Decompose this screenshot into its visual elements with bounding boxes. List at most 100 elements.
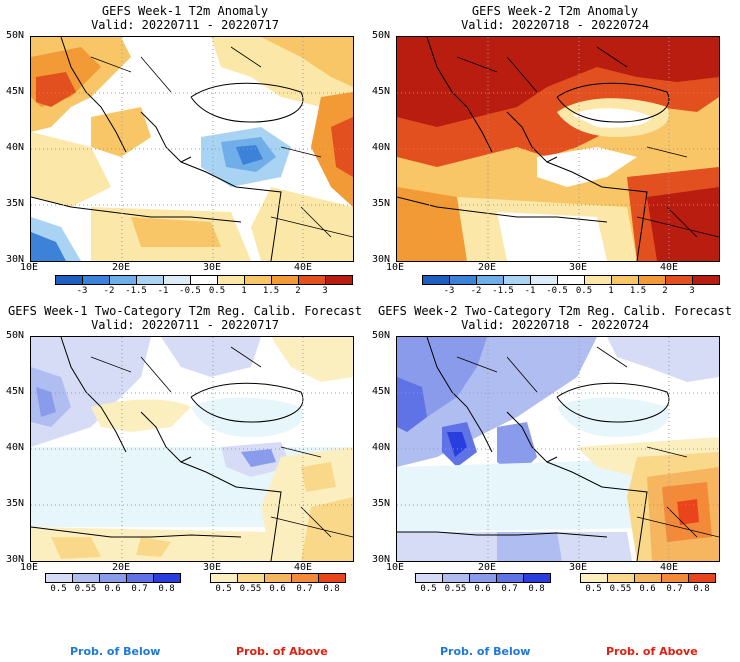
colorbar-label: 0.5 xyxy=(585,584,602,594)
colorbar-swatch xyxy=(72,573,100,583)
colorbar-swatch xyxy=(496,573,524,583)
map-week2-probability xyxy=(396,336,720,562)
colorbar-swatch xyxy=(271,275,299,285)
lat-label: 30N xyxy=(372,254,391,265)
lat-label: 30N xyxy=(372,554,391,565)
colorbar-label: 0.6 xyxy=(269,584,286,594)
panel-valid-dates: Valid: 20220718 - 20220724 xyxy=(461,318,649,332)
colorbar-swatch xyxy=(442,573,470,583)
colorbar-swatch xyxy=(298,275,326,285)
colorbar-label: 0.6 xyxy=(474,584,491,594)
colorbar-label: -0.5 xyxy=(546,286,568,296)
lon-label: 30E xyxy=(203,262,222,273)
lat-label: 35N xyxy=(372,198,391,209)
colorbar-swatch xyxy=(692,275,720,285)
colorbar-swatch xyxy=(325,275,353,285)
colorbar-swatch xyxy=(163,275,191,285)
colorbar-label: -2 xyxy=(470,286,482,296)
lon-label: 30E xyxy=(569,562,588,573)
colorbar-label: 0.8 xyxy=(158,584,175,594)
lon-label: 10E xyxy=(20,262,39,273)
colorbar-label: 1 xyxy=(608,286,614,296)
lon-label: 10E xyxy=(20,562,39,573)
panel-valid-dates: Valid: 20220718 - 20220724 xyxy=(461,18,649,32)
colorbar-label: 0.5 xyxy=(215,584,232,594)
colorbar-label: -2 xyxy=(103,286,115,296)
anomaly-colorbar: -3 -2 -1.5 -1 -0.5 0.5 1 1.5 2 3 xyxy=(422,275,720,297)
colorbar-swatch xyxy=(217,275,245,285)
lon-label: 30E xyxy=(569,262,588,273)
lon-label: 40E xyxy=(294,562,313,573)
lon-label: 20E xyxy=(478,562,497,573)
lat-label: 35N xyxy=(6,498,25,509)
colorbar-swatch xyxy=(523,573,551,583)
colorbar-swatch xyxy=(665,275,693,285)
colorbar-swatch xyxy=(136,275,164,285)
anomaly-colorbar: -3 -2 -1.5 -1 -0.5 0.5 1 1.5 2 3 xyxy=(55,275,353,297)
colorbar-swatch xyxy=(244,275,272,285)
colorbar-label: 0.5 xyxy=(575,286,593,296)
lat-label: 45N xyxy=(372,386,391,397)
colorbar-swatch xyxy=(503,275,531,285)
colorbar-swatch xyxy=(449,275,477,285)
lat-label: 40N xyxy=(372,442,391,453)
lon-label: 20E xyxy=(478,262,497,273)
lon-label: 10E xyxy=(386,262,405,273)
lon-label: 40E xyxy=(660,262,679,273)
lon-label: 30E xyxy=(203,562,222,573)
colorbar-swatch xyxy=(634,573,662,583)
colorbar-swatch xyxy=(210,573,238,583)
lat-label: 30N xyxy=(6,254,25,265)
colorbar-swatch xyxy=(422,275,450,285)
colorbar-label: -3 xyxy=(443,286,455,296)
panel-valid-dates: Valid: 20220711 - 20220717 xyxy=(91,318,279,332)
colorbar-label: 2 xyxy=(295,286,301,296)
lat-label: 40N xyxy=(372,142,391,153)
colorbar-swatch xyxy=(55,275,83,285)
colorbar-label: 1.5 xyxy=(629,286,647,296)
prob-above-colorbar: 0.5 0.55 0.6 0.7 0.8 xyxy=(210,573,346,595)
lon-label: 40E xyxy=(294,262,313,273)
colorbar-label: 3 xyxy=(322,286,328,296)
colorbar-label: -1.5 xyxy=(125,286,147,296)
colorbar-swatch xyxy=(415,573,443,583)
panel-title: GEFS Week-1 Two-Category T2m Reg. Calib.… xyxy=(7,304,362,318)
colorbar-swatch xyxy=(688,573,716,583)
colorbar-swatch xyxy=(580,573,608,583)
colorbar-label: 0.7 xyxy=(501,584,518,594)
colorbar-label: 0.8 xyxy=(693,584,710,594)
colorbar-label: 0.55 xyxy=(444,584,467,594)
panel-week1-anomaly: GEFS Week-1 T2m Anomaly Valid: 20220711 … xyxy=(0,0,370,300)
prob-below-footer: Prob. of Below xyxy=(70,645,161,658)
colorbar-label: 0.7 xyxy=(666,584,683,594)
colorbar-swatch xyxy=(661,573,689,583)
colorbar-label: 0.5 xyxy=(50,584,67,594)
colorbar-label: 1 xyxy=(241,286,247,296)
lon-label: 40E xyxy=(660,562,679,573)
colorbar-label: -3 xyxy=(76,286,88,296)
panel-week2-probability: GEFS Week-2 Two-Category T2m Reg. Calib.… xyxy=(370,300,740,600)
colorbar-label: 2 xyxy=(662,286,668,296)
colorbar-label: 0.7 xyxy=(131,584,148,594)
colorbar-swatch xyxy=(584,275,612,285)
colorbar-label: 3 xyxy=(689,286,695,296)
colorbar-label: -1.5 xyxy=(492,286,514,296)
prob-above-footer: Prob. of Above xyxy=(236,645,328,658)
colorbar-label: -1 xyxy=(157,286,169,296)
colorbar-swatch xyxy=(530,275,558,285)
colorbar-label: -1 xyxy=(524,286,536,296)
colorbar-swatch xyxy=(638,275,666,285)
colorbar-swatch xyxy=(291,573,319,583)
prob-below-footer: Prob. of Below xyxy=(440,645,531,658)
panel-title: GEFS Week-2 Two-Category T2m Reg. Calib.… xyxy=(377,304,732,318)
colorbar-label: 0.55 xyxy=(74,584,97,594)
colorbar-label: 0.8 xyxy=(528,584,545,594)
lon-label: 20E xyxy=(112,562,131,573)
colorbar-swatch xyxy=(45,573,73,583)
lat-label: 50N xyxy=(6,330,25,341)
colorbar-label: 0.6 xyxy=(639,584,656,594)
lon-label: 20E xyxy=(112,262,131,273)
prob-above-footer: Prob. of Above xyxy=(606,645,698,658)
colorbar-swatch xyxy=(607,573,635,583)
panel-title: GEFS Week-1 T2m Anomaly xyxy=(101,4,269,18)
